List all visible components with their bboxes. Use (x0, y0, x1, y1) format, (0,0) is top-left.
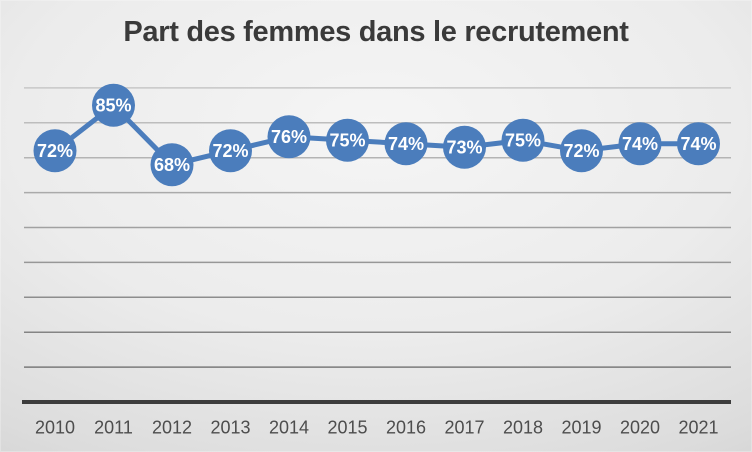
x-axis-tick-label: 2016 (386, 417, 426, 437)
x-axis-tick-label: 2014 (269, 417, 309, 437)
data-point-label: 73% (446, 138, 482, 158)
data-point-marker (209, 129, 252, 173)
data-point-label: 68% (154, 155, 190, 175)
data-point-marker (677, 122, 720, 166)
x-axis-tick-label: 2020 (620, 417, 660, 437)
x-axis-tick-label: 2015 (327, 417, 367, 437)
x-axis-tick-label: 2017 (444, 417, 484, 437)
data-point-marker (326, 118, 369, 162)
data-point-marker (92, 83, 135, 127)
data-point-label: 74% (680, 134, 716, 154)
data-point-label: 74% (388, 134, 424, 154)
data-point-marker (560, 129, 603, 173)
data-point-marker (150, 143, 194, 187)
x-axis-tick-label: 2011 (94, 417, 133, 437)
x-axis-tick-label: 2019 (561, 417, 601, 437)
data-point-label: 75% (505, 131, 541, 151)
data-point-label: 85% (95, 96, 131, 116)
x-axis-tick-label: 2012 (152, 417, 192, 437)
data-point-label: 74% (622, 134, 658, 154)
data-point-label: 76% (271, 127, 307, 147)
x-axis-tick-label: 2010 (35, 417, 75, 437)
data-point-marker (267, 115, 311, 159)
data-point-marker (501, 118, 545, 162)
data-point-marker (384, 122, 428, 166)
x-axis-tick-label: 2018 (503, 417, 543, 437)
data-point-label: 72% (37, 141, 73, 161)
x-axis-tick-label: 2021 (678, 417, 718, 437)
chart-title: Part des femmes dans le recrutement (123, 16, 629, 48)
data-point-label: 75% (329, 131, 365, 151)
data-point-marker (443, 125, 486, 169)
data-point-marker (33, 129, 77, 173)
x-axis-tick-label: 2013 (210, 417, 250, 437)
data-point-label: 72% (563, 141, 599, 161)
data-point-label: 72% (212, 141, 248, 161)
data-point-marker (618, 122, 662, 166)
